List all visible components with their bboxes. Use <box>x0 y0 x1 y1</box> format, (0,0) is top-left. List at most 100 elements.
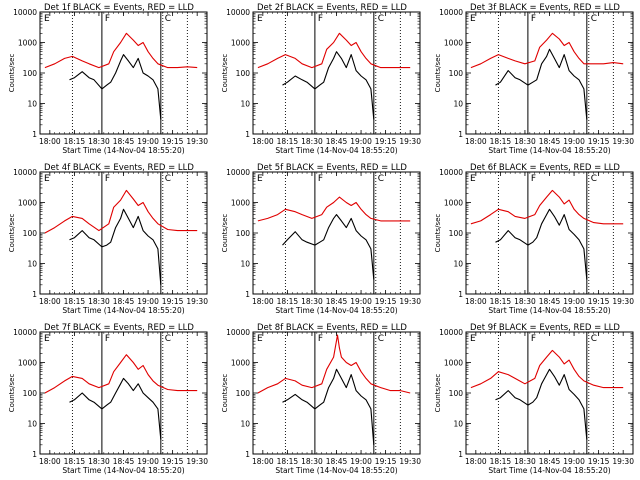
x-tick-label: 19:00 <box>350 297 372 306</box>
y-tick-label: 10000 <box>226 168 250 177</box>
marker-flag-c: C <box>378 174 384 184</box>
plot-frame <box>252 331 421 455</box>
marker-flag-f: F <box>318 174 323 184</box>
panel-4: Det 4f BLACK = Events, RED = LLD 1 10 100 10… <box>8 163 208 315</box>
y-tick-label: 1000 <box>231 39 250 48</box>
x-tick-label: 18:30 <box>88 137 110 146</box>
y-tick-label: 1000 <box>18 359 37 368</box>
y-tick-label: 10 <box>453 260 463 269</box>
y-axis-label: Counts/sec <box>434 214 442 253</box>
plot-frame <box>465 331 634 455</box>
x-axis-label: Start Time (14-Nov-04 18:55:20) <box>488 466 610 475</box>
x-tick-label: 19:15 <box>162 297 184 306</box>
x-tick-label: 19:30 <box>186 457 208 466</box>
marker-flag-f: F <box>531 334 536 344</box>
y-tick-label: 1 <box>458 290 463 299</box>
series-events-line <box>69 54 162 120</box>
y-tick-label: 100 <box>449 389 464 398</box>
x-tick-label: 19:15 <box>375 137 397 146</box>
x-tick-label: 18:45 <box>113 297 135 306</box>
marker-flag-c: C <box>591 174 597 184</box>
y-tick-label: 10000 <box>439 168 463 177</box>
y-axis-label: Counts/sec <box>221 214 229 253</box>
marker-flag-e: E <box>470 334 476 344</box>
y-tick-label: 10 <box>27 260 37 269</box>
x-tick-label: 19:30 <box>186 297 208 306</box>
x-tick-label: 18:00 <box>465 137 487 146</box>
y-tick-label: 1 <box>32 290 37 299</box>
x-tick-label: 19:00 <box>563 137 585 146</box>
x-tick-label: 18:45 <box>113 137 135 146</box>
panel-6: Det 6f BLACK = Events, RED = LLD 1 10 100 10… <box>434 163 634 315</box>
panel-title: Det 8f BLACK = Events, RED = LLD <box>257 323 407 333</box>
series-lld-line <box>470 349 624 389</box>
x-tick-label: 18:30 <box>88 297 110 306</box>
x-tick-label: 18:45 <box>539 297 561 306</box>
y-tick-label: 1000 <box>444 39 463 48</box>
y-tick-label: 100 <box>236 389 251 398</box>
y-tick-label: 10 <box>27 100 37 109</box>
x-tick-label: 19:00 <box>137 137 159 146</box>
y-tick-label: 10000 <box>13 328 37 337</box>
plot-frame <box>39 11 208 135</box>
series-events-line <box>69 208 162 285</box>
y-tick-label: 1000 <box>444 199 463 208</box>
marker-flag-e: E <box>470 174 476 184</box>
y-tick-label: 100 <box>23 229 38 238</box>
panel-3: Det 3f BLACK = Events, RED = LLD 1 10 100 10… <box>434 3 634 155</box>
y-axis-label: Counts/sec <box>221 54 229 93</box>
x-tick-label: 18:00 <box>39 137 61 146</box>
y-tick-label: 10 <box>27 420 37 429</box>
x-tick-label: 18:45 <box>539 457 561 466</box>
series-lld-line <box>44 189 198 234</box>
plot-frame <box>252 171 421 295</box>
x-tick-label: 19:00 <box>563 457 585 466</box>
marker-flag-f: F <box>318 14 323 24</box>
x-tick-label: 19:30 <box>399 137 421 146</box>
x-tick-label: 19:15 <box>588 137 610 146</box>
y-tick-label: 10000 <box>226 8 250 17</box>
x-tick-label: 19:15 <box>375 297 397 306</box>
marker-flag-c: C <box>378 14 384 24</box>
y-tick-label: 10 <box>240 420 250 429</box>
x-tick-label: 18:15 <box>277 457 299 466</box>
x-tick-label: 18:00 <box>252 297 274 306</box>
x-tick-label: 18:15 <box>490 297 512 306</box>
y-axis-label: Counts/sec <box>8 374 16 413</box>
y-tick-label: 1000 <box>18 199 37 208</box>
plot-frame <box>465 171 634 295</box>
x-axis-label: Start Time (14-Nov-04 18:55:20) <box>275 306 397 315</box>
x-tick-label: 18:15 <box>277 297 299 306</box>
x-tick-label: 19:15 <box>588 297 610 306</box>
panel-8: Det 8f BLACK = Events, RED = LLD 1 10 100 10… <box>221 323 421 475</box>
x-axis-label: Start Time (14-Nov-04 18:55:20) <box>275 146 397 155</box>
x-tick-label: 18:00 <box>465 457 487 466</box>
x-tick-label: 19:15 <box>162 457 184 466</box>
marker-flag-e: E <box>257 174 263 184</box>
panel-title: Det 4f BLACK = Events, RED = LLD <box>44 163 194 173</box>
plot-frame <box>39 331 208 455</box>
y-tick-label: 10 <box>453 420 463 429</box>
marker-flag-c: C <box>165 334 171 344</box>
x-tick-label: 19:15 <box>588 457 610 466</box>
marker-flag-e: E <box>44 14 50 24</box>
x-tick-label: 19:30 <box>186 137 208 146</box>
marker-flag-e: E <box>257 14 263 24</box>
marker-flag-f: F <box>105 14 110 24</box>
series-events-line <box>282 368 375 445</box>
x-tick-label: 19:00 <box>137 297 159 306</box>
y-tick-label: 10000 <box>13 168 37 177</box>
y-tick-label: 1 <box>32 450 37 459</box>
series-lld-line <box>257 334 411 394</box>
plot-frame <box>39 171 208 295</box>
x-tick-label: 18:15 <box>277 137 299 146</box>
y-axis-label: Counts/sec <box>8 214 16 253</box>
x-tick-label: 18:00 <box>39 297 61 306</box>
marker-flag-c: C <box>591 14 597 24</box>
x-tick-label: 19:30 <box>612 297 634 306</box>
y-tick-label: 10000 <box>13 8 37 17</box>
y-axis-label: Counts/sec <box>434 54 442 93</box>
x-tick-label: 18:45 <box>539 137 561 146</box>
y-axis-label: Counts/sec <box>8 54 16 93</box>
